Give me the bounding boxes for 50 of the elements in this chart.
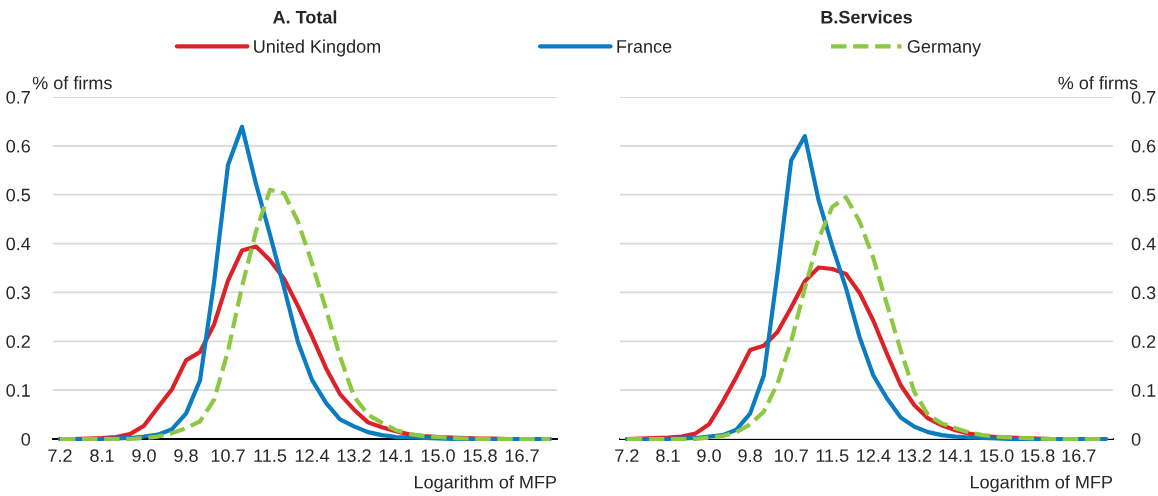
legend-label: United Kingdom bbox=[254, 39, 381, 57]
chart-title: A. Total bbox=[273, 10, 337, 24]
x-tick-label: 11.5 bbox=[254, 449, 287, 462]
chart-title: B.Services bbox=[821, 10, 912, 24]
legend-label: Germany bbox=[907, 40, 982, 57]
legend-label: France bbox=[617, 40, 672, 53]
x-tick-label: 15.8 bbox=[1021, 449, 1055, 462]
y-tick-label: 0 bbox=[21, 432, 31, 446]
y2-tick-label: 0.4 bbox=[1131, 237, 1156, 251]
x-tick-label: 15.8 bbox=[463, 449, 497, 462]
y-axis-title: % of firms bbox=[32, 76, 112, 90]
x-tick-label: 10.7 bbox=[211, 449, 245, 462]
line-series bbox=[57, 187, 553, 442]
y-tick-label: 0.1 bbox=[6, 384, 30, 397]
x-tick-label: 8.1 bbox=[656, 449, 680, 462]
y-tick-label: 0.5 bbox=[6, 188, 31, 202]
x-tick-label: 16.7 bbox=[1062, 449, 1096, 462]
x-tick-label: 15.0 bbox=[421, 449, 455, 462]
x-tick-label: 8.1 bbox=[90, 449, 114, 462]
x-tick-label: 12.4 bbox=[295, 449, 330, 462]
x-tick-label: 11.5 bbox=[816, 449, 849, 462]
y2-tick-label: 0 bbox=[1131, 432, 1141, 446]
x-axis-title: Logarithm of MFP bbox=[971, 475, 1113, 493]
x-tick-label: 14.1 bbox=[939, 449, 973, 462]
x-tick-label: 7.2 bbox=[615, 449, 639, 462]
y2-tick-label: 0.2 bbox=[1131, 335, 1156, 349]
x-tick-label: 14.1 bbox=[379, 449, 413, 462]
x-tick-label: 7.2 bbox=[48, 449, 72, 462]
x-tick-label: 9.8 bbox=[738, 449, 762, 462]
x-tick-label: 9.0 bbox=[697, 449, 721, 462]
y2-tick-label: 0.1 bbox=[1131, 384, 1156, 397]
y2-tick-label: 0.3 bbox=[1131, 286, 1156, 300]
x-tick-label: 9.0 bbox=[132, 449, 156, 462]
y2-axis-title: % of firms bbox=[1058, 76, 1138, 90]
x-tick-label: 15.0 bbox=[980, 449, 1014, 462]
y-tick-label: 0.4 bbox=[6, 237, 31, 251]
y2-tick-label: 0.6 bbox=[1131, 139, 1156, 153]
y-tick-label: 0.3 bbox=[6, 286, 30, 300]
x-tick-label: 9.8 bbox=[174, 449, 198, 462]
x-axis-title: Logarithm of MFP bbox=[415, 475, 557, 493]
y2-tick-label: 0.5 bbox=[1131, 188, 1156, 202]
y-tick-label: 0.2 bbox=[6, 335, 30, 349]
y-tick-label: 0.7 bbox=[6, 90, 30, 104]
x-tick-label: 13.2 bbox=[337, 449, 371, 462]
x-tick-label: 13.2 bbox=[898, 449, 932, 462]
x-tick-label: 16.7 bbox=[505, 449, 539, 462]
x-tick-label: 12.4 bbox=[857, 449, 891, 462]
x-tick-label: 10.7 bbox=[774, 449, 808, 462]
y-tick-label: 0.6 bbox=[6, 139, 30, 153]
y2-tick-label: 0.7 bbox=[1131, 90, 1156, 104]
